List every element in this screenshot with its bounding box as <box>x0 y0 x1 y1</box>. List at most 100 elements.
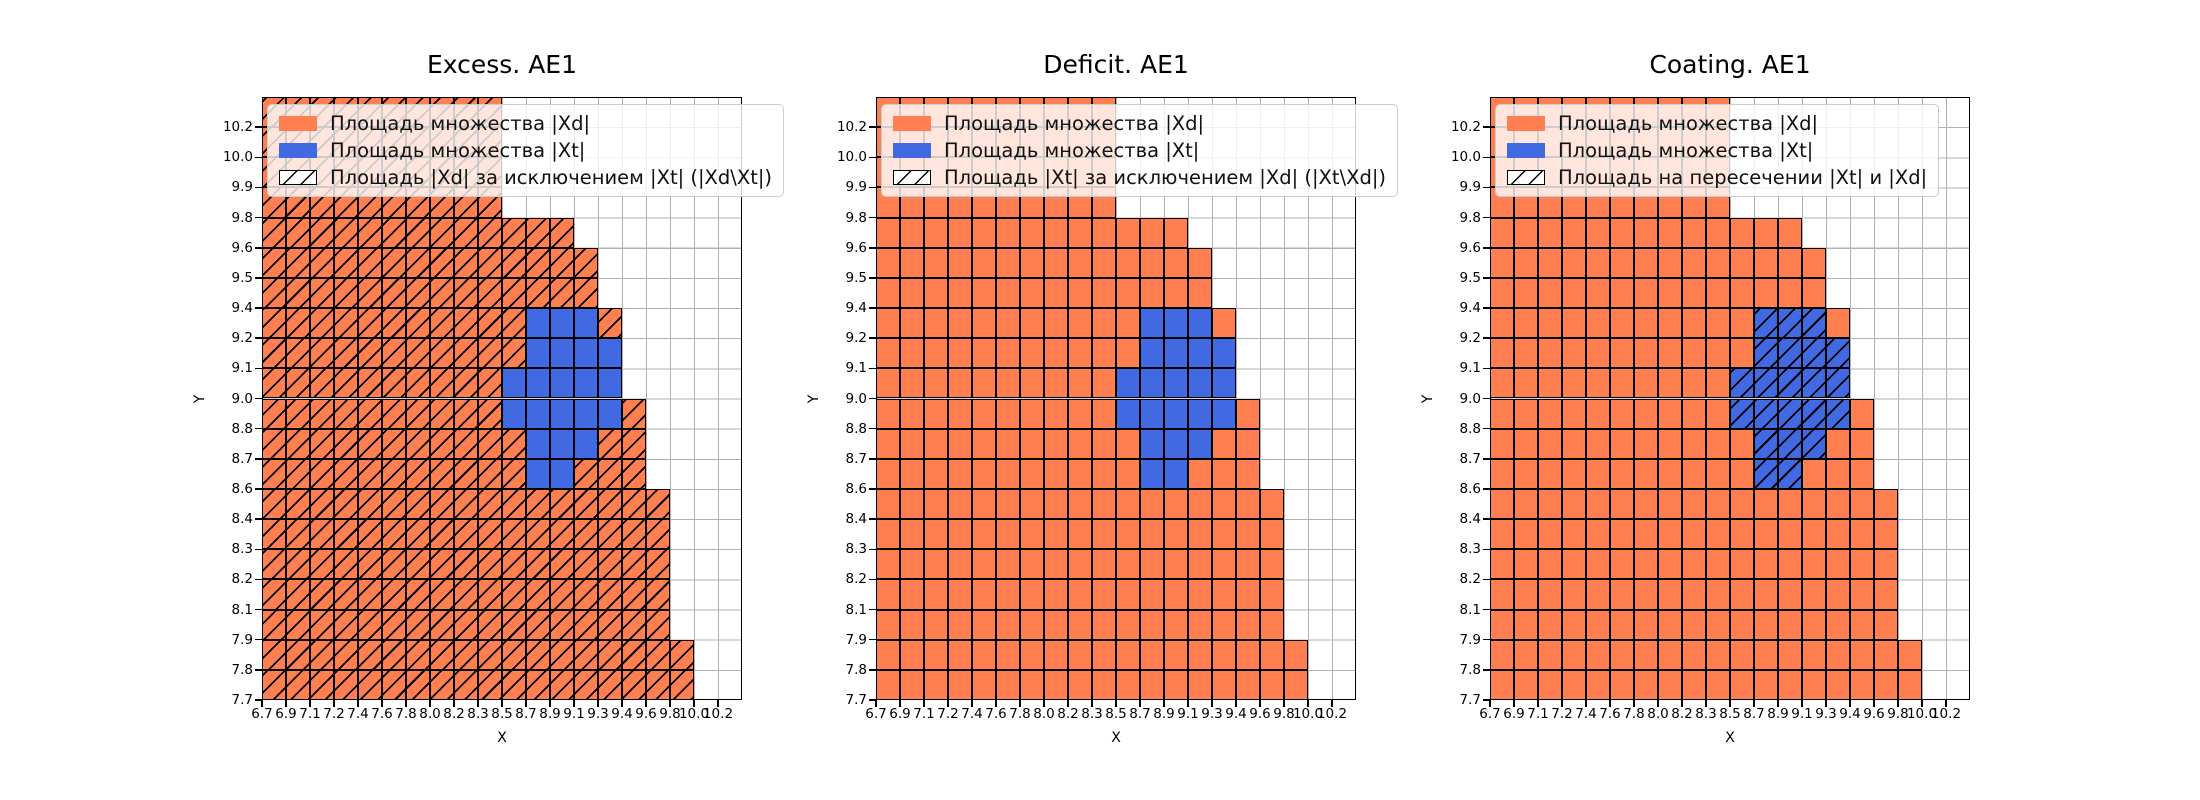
grid-cell <box>1020 217 1044 248</box>
grid-cell <box>1658 579 1682 610</box>
y-tick-label: 9.2 <box>231 330 253 347</box>
grid-cell <box>286 308 310 339</box>
x-tick-label: 8.5 <box>1105 706 1127 722</box>
grid-cell <box>1092 519 1116 550</box>
x-tick-mark <box>717 700 719 707</box>
grid-cell <box>1706 458 1730 489</box>
grid-cell <box>478 488 502 520</box>
x-tick-mark <box>1897 700 1899 707</box>
grid-cell <box>1634 519 1658 550</box>
grid-cell <box>1850 639 1874 670</box>
x-tick-mark <box>1825 700 1827 707</box>
x-tick-label: 7.2 <box>1551 706 1573 722</box>
x-tick-mark <box>549 700 551 707</box>
grid-cell <box>1730 549 1754 580</box>
y-tick-mark <box>869 247 876 249</box>
grid-cell <box>876 247 900 278</box>
grid-cell <box>622 428 646 459</box>
grid-cell <box>1092 639 1116 670</box>
grid-cell <box>900 488 924 520</box>
grid-cell <box>286 519 310 550</box>
x-tick-mark <box>525 700 527 707</box>
x-tick-label: 8.7 <box>1129 706 1151 722</box>
grid-cell <box>1658 639 1682 670</box>
grid-cell <box>1562 579 1586 610</box>
grid-cell <box>646 669 670 700</box>
grid-cell <box>1730 488 1754 520</box>
x-tick-label: 7.1 <box>299 706 321 722</box>
grid-cell <box>1706 579 1730 610</box>
plot-area <box>876 97 1356 700</box>
grid-cell <box>1634 669 1658 700</box>
grid-cell <box>1778 398 1802 429</box>
x-tick-label: 10.2 <box>702 706 734 722</box>
grid-cell <box>924 247 948 278</box>
grid-cell <box>382 338 406 369</box>
grid-cell <box>1586 277 1610 309</box>
grid-cell <box>924 669 948 700</box>
grid-cell <box>1562 428 1586 459</box>
y-tick-mark <box>1483 367 1490 370</box>
grid-cell <box>1140 639 1164 670</box>
grid-cell <box>972 428 996 459</box>
legend: Площадь множества |Xd| Площадь множества… <box>1495 104 1940 197</box>
grid-cell <box>900 669 924 700</box>
grid-cell <box>1874 549 1898 580</box>
grid-cell <box>1634 308 1658 339</box>
grid-cell <box>1116 639 1140 670</box>
grid-cell <box>1802 458 1826 489</box>
grid-cell <box>622 458 646 489</box>
grid-cell <box>1850 428 1874 459</box>
grid-cell <box>1092 488 1116 520</box>
grid-cell <box>1610 639 1634 670</box>
grid-cell <box>574 549 598 580</box>
y-tick-mark <box>255 277 262 279</box>
grid-cell <box>1538 338 1562 369</box>
x-tick-mark <box>1043 700 1045 707</box>
grid-cell <box>1116 247 1140 278</box>
grid-cell <box>1044 639 1068 670</box>
grid-cell <box>1140 398 1164 429</box>
grid-cell <box>876 519 900 550</box>
grid-cell <box>1682 669 1706 700</box>
grid-cell <box>948 609 972 640</box>
legend-swatch-hatch-icon <box>279 170 317 185</box>
grid-cell <box>406 368 430 399</box>
y-tick-mark <box>869 458 876 460</box>
grid-cell <box>1634 247 1658 278</box>
y-tick-label: 10.0 <box>1450 149 1481 166</box>
grid-cell <box>1778 308 1802 339</box>
grid-cell <box>1164 609 1188 640</box>
x-tick-label: 8.2 <box>1057 706 1079 722</box>
grid-cell <box>1284 639 1308 670</box>
grid-cell <box>430 398 454 429</box>
grid-cell <box>972 308 996 339</box>
grid-cell <box>1490 217 1514 248</box>
grid-cell <box>502 579 526 610</box>
grid-cell <box>1610 338 1634 369</box>
grid-cell <box>598 609 622 640</box>
grid-cell <box>382 277 406 309</box>
grid-cell <box>502 669 526 700</box>
grid-cell <box>1706 428 1730 459</box>
grid-cell <box>1562 519 1586 550</box>
grid-cell <box>1164 368 1188 399</box>
grid-cell <box>598 338 622 369</box>
grid-cell <box>382 247 406 278</box>
grid-cell <box>550 458 574 489</box>
grid-cell <box>286 368 310 399</box>
grid-cell <box>972 669 996 700</box>
grid-cell <box>1044 458 1068 489</box>
grid-cell <box>972 217 996 248</box>
grid-cell <box>1754 549 1778 580</box>
grid-cell <box>876 488 900 520</box>
grid-cell <box>1236 549 1260 580</box>
grid-cell <box>646 488 670 520</box>
grid-cell <box>1490 308 1514 339</box>
grid-cell <box>1514 308 1538 339</box>
grid-cell <box>1610 308 1634 339</box>
grid-cell <box>1730 308 1754 339</box>
x-axis-label: X <box>497 730 507 746</box>
grid-cell <box>1212 639 1236 670</box>
grid-cell <box>1682 549 1706 580</box>
